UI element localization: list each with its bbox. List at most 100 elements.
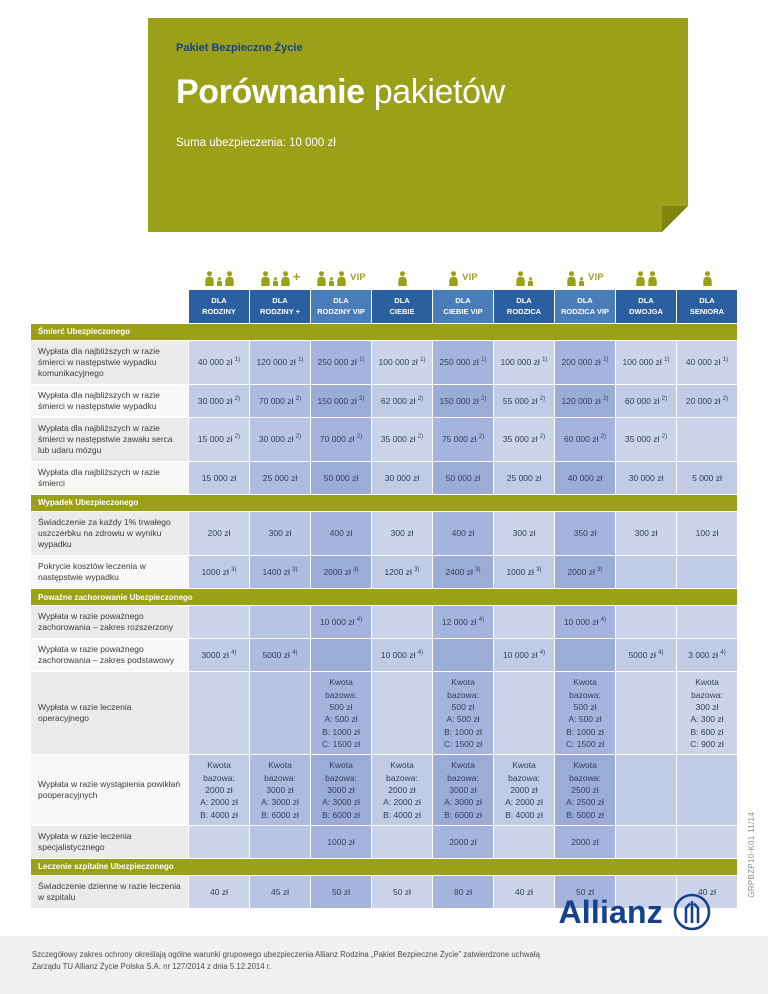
value-cell: 50 000 zł xyxy=(311,461,371,494)
value-cell: 12 000 zł 4) xyxy=(433,606,493,639)
value-cell xyxy=(250,825,310,858)
row-label: Wypłata w razie poważnego zachorowania –… xyxy=(31,639,188,672)
value-cell: 30 000 zł 2) xyxy=(250,417,310,461)
value-cell xyxy=(311,639,371,672)
column-header: DLA RODZICA VIP xyxy=(555,290,615,323)
value-cell xyxy=(494,825,554,858)
value-cell: 5 000 zł xyxy=(677,461,737,494)
value-cell xyxy=(616,606,676,639)
person-icon xyxy=(224,271,234,286)
person-icon xyxy=(261,271,270,286)
family-icon: VIP xyxy=(311,271,371,286)
section-row: Wypadek Ubezpieczonego xyxy=(31,494,737,511)
value-cell: 40 zł xyxy=(494,875,554,909)
value-cell: 35 000 zł 2) xyxy=(616,417,676,461)
document-code: GRPBZP10-K01 11/14 xyxy=(747,812,756,898)
value-cell: 200 000 zł 1) xyxy=(555,340,615,384)
family-icon: + xyxy=(250,270,310,286)
value-cell: 40 000 zł 1) xyxy=(677,340,737,384)
person-icon xyxy=(272,277,278,286)
value-cell: 1000 zł 3) xyxy=(494,556,554,589)
value-cell: 60 000 zł 2) xyxy=(555,417,615,461)
value-cell: Kwota bazowa: 2000 zł A: 2000 zł B: 4000 zł xyxy=(372,755,432,825)
value-cell: 3000 zł 4) xyxy=(189,639,249,672)
package-icons-row: + VIP VIP VIP xyxy=(31,255,737,289)
value-cell: 45 zł xyxy=(250,875,310,909)
value-cell xyxy=(616,755,676,825)
insurance-sum-subtitle: Suma ubezpieczenia: 10 000 zł xyxy=(176,137,336,150)
value-cell: 300 zł xyxy=(616,511,676,556)
row-label: Wypłata dla najbliższych w razie śmierci… xyxy=(31,340,188,384)
value-cell: 70 000 zł 2) xyxy=(311,417,371,461)
value-cell xyxy=(677,825,737,858)
person-icon xyxy=(216,277,222,286)
table-row: Wypłata w razie leczenia operacyjnego Kwo… xyxy=(31,672,737,755)
spacer-cell xyxy=(31,255,188,289)
column-header: DLA CIEBIE VIP xyxy=(433,290,493,323)
value-cell: 100 000 zł 1) xyxy=(372,340,432,384)
person-icon xyxy=(702,271,712,286)
single-icon: VIP xyxy=(433,271,493,286)
value-cell: Kwota bazowa: 2000 zł A: 2000 zł B: 4000 zł xyxy=(189,755,249,825)
person-icon xyxy=(337,271,346,286)
person-icon xyxy=(635,271,645,286)
single-icon xyxy=(677,271,737,286)
value-cell: 250 000 zł 1) xyxy=(433,340,493,384)
value-cell xyxy=(494,672,554,755)
value-cell xyxy=(616,556,676,589)
table-row: Wypłata w razie poważnego zachorowania –… xyxy=(31,606,737,639)
value-cell xyxy=(433,639,493,672)
column-header: DLA SENIORA xyxy=(677,290,737,323)
couple-icon xyxy=(616,271,676,286)
section-header: Śmierć Ubezpieczonego xyxy=(31,323,737,340)
parent-icon xyxy=(494,271,554,286)
value-cell: 25 000 zł xyxy=(250,461,310,494)
value-cell xyxy=(616,875,676,909)
value-cell: 40 000 zł 1) xyxy=(189,340,249,384)
table-row: Wypłata w razie poważnego zachorowania –… xyxy=(31,639,737,672)
value-cell: Kwota bazowa: 3000 zł A: 3000 zł B: 6000 zł xyxy=(311,755,371,825)
value-cell: 200 zł xyxy=(189,511,249,556)
value-cell: 40 zł xyxy=(677,875,737,909)
value-cell: Kwota bazowa: 500 zł A: 500 zł B: 1000 zł C: … xyxy=(311,672,371,755)
value-cell xyxy=(372,672,432,755)
value-cell xyxy=(677,556,737,589)
column-header: DLA RODZINY + xyxy=(250,290,310,323)
legal-footnote: Szczegółowy zakres ochrony określają ogó… xyxy=(32,950,540,971)
table-row: Wypłata dla najbliższych w razie śmierci… xyxy=(31,384,737,417)
row-label: Wypłata dla najbliższych w razie śmierci xyxy=(31,461,188,494)
row-label: Wypłata w razie leczenia operacyjnego xyxy=(31,672,188,755)
section-row: Śmierć Ubezpieczonego xyxy=(31,323,737,340)
section-header: Leczenie szpitalne Ubezpieczonego xyxy=(31,858,737,875)
person-icon xyxy=(329,277,335,286)
value-cell xyxy=(677,417,737,461)
value-cell: 75 000 zł 2) xyxy=(433,417,493,461)
value-cell: 60 000 zł 2) xyxy=(616,384,676,417)
person-icon xyxy=(567,271,576,286)
value-cell xyxy=(250,672,310,755)
spacer-cell xyxy=(31,290,188,323)
value-cell: 1000 zł xyxy=(311,825,371,858)
value-cell: 30 000 zł xyxy=(372,461,432,494)
row-label: Wypłata dla najbliższych w razie śmierci… xyxy=(31,417,188,461)
plus-suffix: + xyxy=(292,269,301,284)
row-label: Wypłata w razie poważnego zachorowania –… xyxy=(31,606,188,639)
value-cell xyxy=(189,606,249,639)
value-cell: 80 zł xyxy=(433,875,493,909)
value-cell: Kwota bazowa: 2000 zł A: 2000 zł B: 4000 zł xyxy=(494,755,554,825)
value-cell: Kwota bazowa: 300 zł A: 300 zł B: 600 zł C: 9… xyxy=(677,672,737,755)
value-cell: 100 000 zł 1) xyxy=(494,340,554,384)
person-icon xyxy=(527,277,533,286)
person-icon xyxy=(204,271,214,286)
value-cell: 300 zł xyxy=(250,511,310,556)
table-row: Wypłata dla najbliższych w razie śmierci… xyxy=(31,461,737,494)
value-cell: 120 000 zł 1) xyxy=(250,340,310,384)
value-cell: 300 zł xyxy=(494,511,554,556)
value-cell xyxy=(677,606,737,639)
value-cell xyxy=(677,755,737,825)
value-cell: 30 000 zł xyxy=(616,461,676,494)
value-cell: 2000 zł 3) xyxy=(311,556,371,589)
row-label: Wypłata dla najbliższych w razie śmierci… xyxy=(31,384,188,417)
value-cell: Kwota bazowa: 500 zł A: 500 zł B: 1000 zł C: … xyxy=(555,672,615,755)
value-cell: 15 000 zł xyxy=(189,461,249,494)
